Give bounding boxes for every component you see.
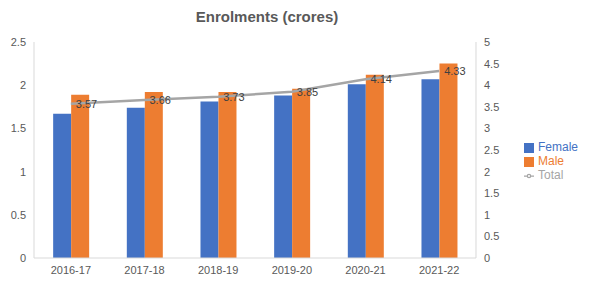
svg-text:1.5: 1.5 — [484, 187, 499, 199]
svg-text:5: 5 — [484, 36, 490, 48]
svg-text:0.5: 0.5 — [484, 230, 499, 242]
svg-text:3.66: 3.66 — [149, 94, 170, 106]
svg-text:2019-20: 2019-20 — [272, 264, 312, 276]
svg-text:0.5: 0.5 — [11, 209, 26, 221]
svg-text:2: 2 — [20, 79, 26, 91]
svg-text:3.57: 3.57 — [76, 98, 97, 110]
svg-text:2: 2 — [484, 166, 490, 178]
svg-text:0: 0 — [484, 252, 490, 264]
svg-text:2018-19: 2018-19 — [198, 264, 238, 276]
svg-text:4: 4 — [484, 79, 490, 91]
html-text:Enrolments (crores): Enrolments (crores) — [195, 8, 339, 25]
svg-text:3.73: 3.73 — [223, 91, 244, 103]
svg-text:2021-22: 2021-22 — [419, 264, 459, 276]
svg-text:0: 0 — [20, 252, 26, 264]
svg-text:1.5: 1.5 — [11, 122, 26, 134]
svg-text:2.5: 2.5 — [11, 36, 26, 48]
svg-text:2.5: 2.5 — [484, 144, 499, 156]
svg-text:2020-21: 2020-21 — [345, 264, 385, 276]
svg-text:3.85: 3.85 — [297, 86, 318, 98]
svg-text:2017-18: 2017-18 — [124, 264, 164, 276]
svg-text:2016-17: 2016-17 — [51, 264, 91, 276]
svg-text:1: 1 — [484, 209, 490, 221]
html-text:Female: Female — [538, 140, 578, 154]
svg-text:1: 1 — [20, 166, 26, 178]
svg-text:3: 3 — [484, 122, 490, 134]
svg-text:3.5: 3.5 — [484, 101, 499, 113]
svg-text:4.5: 4.5 — [484, 58, 499, 70]
html-text:Total: Total — [538, 168, 564, 182]
svg-text:4.33: 4.33 — [444, 65, 465, 77]
html-text:Male: Male — [538, 154, 564, 168]
svg-text:4.14: 4.14 — [370, 73, 391, 85]
